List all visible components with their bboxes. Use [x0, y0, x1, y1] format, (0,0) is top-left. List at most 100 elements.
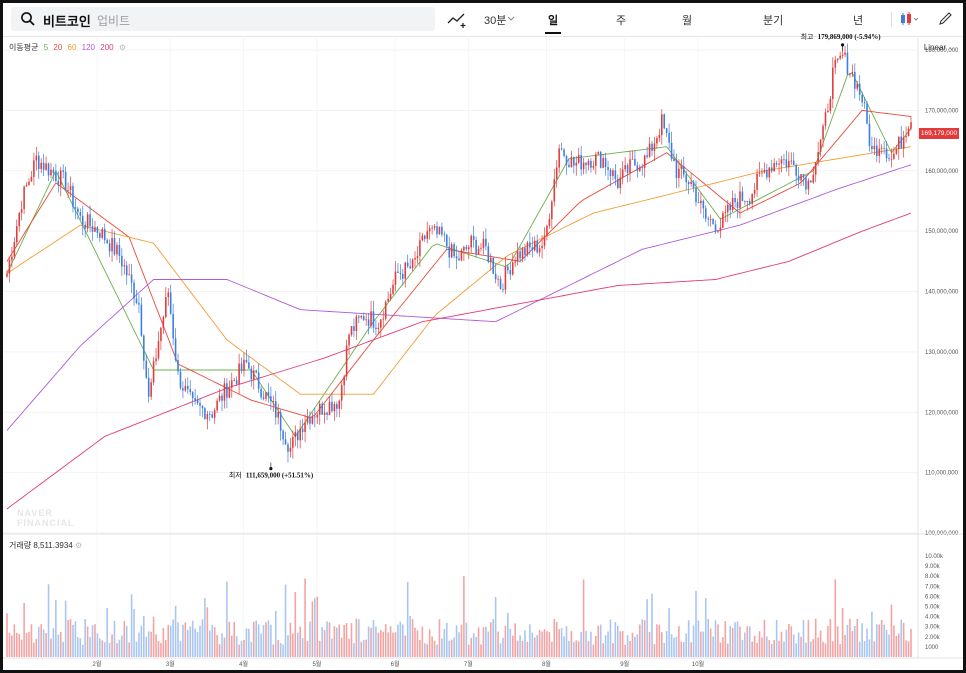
candle-body — [455, 256, 458, 259]
gear-icon[interactable]: ⚙ — [118, 43, 127, 52]
volume-bar — [521, 640, 524, 657]
candle-body — [426, 231, 429, 239]
volume-bar — [797, 632, 800, 657]
volume-bar — [626, 635, 629, 657]
candle-body — [763, 170, 766, 173]
interval-select[interactable]: 30분 — [484, 15, 507, 27]
volume-bar — [72, 624, 74, 657]
candle-body — [314, 416, 316, 418]
tab-month[interactable]: 월 — [682, 15, 693, 27]
candle-body — [868, 123, 871, 147]
volume-bar — [502, 637, 504, 657]
volume-bar — [25, 633, 28, 657]
candle-body — [389, 293, 392, 299]
candle-type-icon[interactable] — [898, 9, 920, 29]
candle-body — [907, 128, 910, 137]
volume-bar — [179, 641, 182, 657]
current-price-tag: 169,179,000 — [919, 128, 959, 139]
candle-body — [194, 397, 196, 401]
volume-bar — [30, 624, 33, 657]
volume-bar — [289, 622, 292, 657]
symbol-search[interactable]: 비트코인 업비트 — [11, 7, 435, 31]
volume-bar — [59, 631, 62, 657]
toolbar-separator — [891, 12, 892, 27]
volume-bar — [206, 607, 209, 657]
candle-body — [822, 125, 824, 140]
volume-bar — [69, 619, 72, 657]
volume-tick-label: 5.00k — [925, 605, 941, 611]
candle-body — [67, 189, 69, 191]
candle-body — [810, 180, 812, 183]
volume-bar — [301, 638, 304, 657]
price-chart[interactable]: 180,000,000 170,000,000 160,000,000 150,000… — [3, 3, 963, 670]
candle-body — [636, 165, 639, 171]
volume-bar — [296, 632, 299, 657]
volume-legend[interactable]: 거래량 8,511.3934 ⚙ — [9, 540, 82, 551]
volume-bar — [143, 616, 145, 657]
volume-bar — [873, 641, 876, 657]
candle-body — [751, 193, 753, 204]
volume-bar — [570, 631, 573, 657]
volume-bar — [878, 624, 881, 657]
ma-legend-title: 이동평균 — [9, 43, 39, 52]
gear-icon[interactable]: ⚙ — [75, 541, 83, 550]
volume-bar — [634, 636, 636, 657]
candle-body — [807, 180, 810, 190]
candle-body — [536, 240, 538, 253]
volume-bar — [204, 598, 206, 657]
low-value: 111,659,000 (+51.51%) — [246, 472, 314, 480]
candle-body — [467, 247, 470, 250]
candle-body — [866, 103, 868, 124]
candle-body — [565, 155, 568, 165]
watermark-line-2: FINANCIAL — [17, 518, 75, 528]
tab-year[interactable]: 년 — [853, 15, 864, 27]
volume-bar — [592, 644, 595, 657]
volume-bar — [858, 641, 861, 657]
volume-bar — [47, 584, 50, 657]
candle-body — [257, 372, 260, 389]
volume-bar — [719, 642, 722, 657]
tab-quarter[interactable]: 분기 — [763, 15, 784, 27]
volume-bar — [460, 624, 463, 657]
candle-body — [587, 160, 590, 166]
volume-bar — [580, 632, 582, 657]
candle-body — [52, 169, 55, 174]
pencil-icon[interactable] — [935, 9, 957, 29]
volume-bar — [577, 641, 580, 657]
scale-toggle[interactable]: Linear ⌄ — [924, 43, 955, 52]
ma-legend[interactable]: 이동평균 5 20 60 120 200 ⚙ — [9, 42, 129, 53]
tab-day[interactable]: 일 — [548, 15, 559, 27]
chevron-down-icon[interactable] — [506, 14, 516, 24]
candle-body — [785, 159, 788, 168]
candle-body — [761, 172, 763, 174]
candle-body — [101, 228, 104, 238]
candle-body — [81, 215, 84, 225]
volume-bar — [768, 640, 771, 657]
candle-body — [489, 257, 492, 262]
volume-bar — [851, 630, 854, 657]
volume-bar — [191, 620, 194, 657]
trend-drawing-icon[interactable] — [446, 9, 468, 29]
candle-body — [18, 212, 21, 227]
candle-body — [814, 162, 817, 175]
volume-bar — [595, 635, 597, 657]
candle-body — [162, 316, 165, 328]
y-tick-label: 160,000,000 — [925, 169, 959, 175]
tab-week[interactable]: 주 — [616, 15, 627, 27]
candle-body — [687, 182, 690, 185]
volume-bar — [414, 627, 416, 657]
candle-body — [238, 363, 240, 384]
candle-body — [895, 149, 898, 154]
candle-body — [509, 270, 512, 275]
volume-bar — [20, 639, 23, 657]
candle-body — [646, 155, 648, 158]
volume-bar — [775, 619, 778, 657]
volume-bar — [905, 640, 907, 657]
volume-bar — [646, 599, 648, 657]
volume-bar — [604, 635, 607, 657]
volume-bar — [128, 642, 130, 657]
volume-legend-title: 거래량 — [9, 541, 32, 550]
volume-tick-label: 9.00k — [925, 564, 941, 570]
candle-body — [470, 235, 473, 248]
volume-bar — [492, 619, 494, 657]
